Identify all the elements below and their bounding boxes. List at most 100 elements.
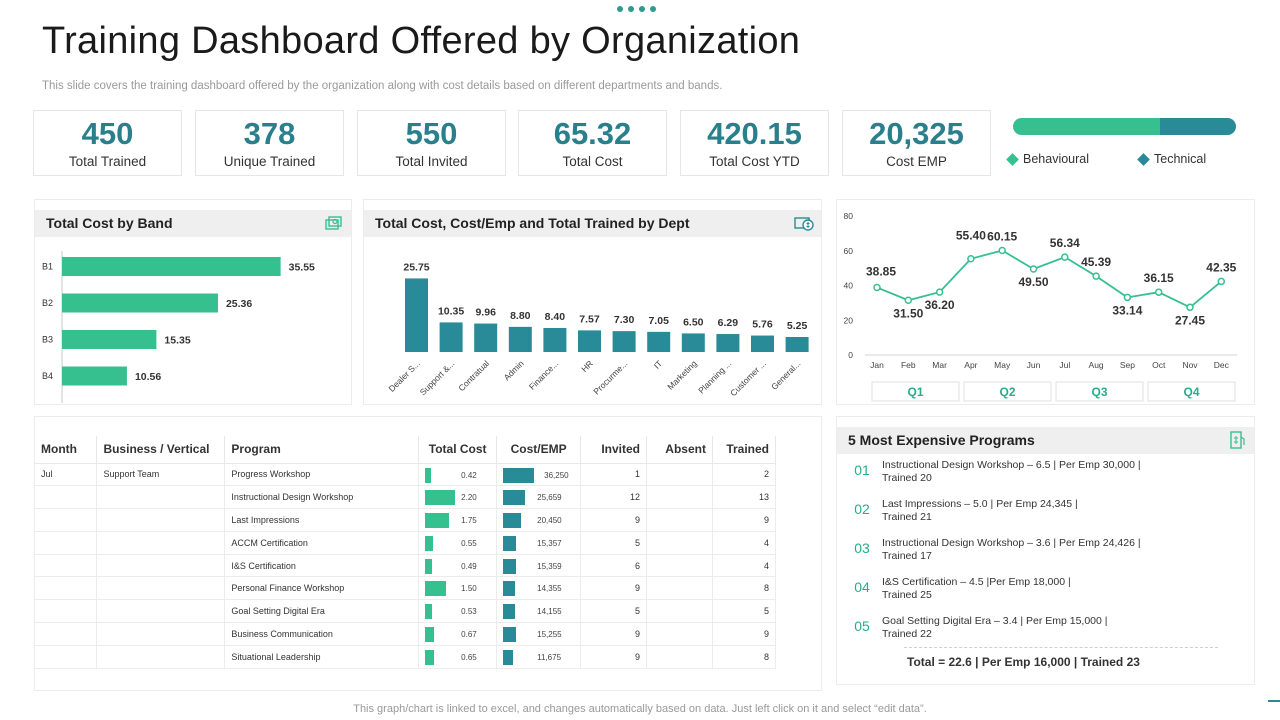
dept-tick-label: Planning ...: [696, 358, 733, 395]
cost-emp-value: 15,357: [537, 538, 562, 548]
item-line2: Trained 21: [882, 511, 932, 523]
cost-emp-bar: [503, 490, 526, 506]
dept-tick-label: Contratual: [456, 358, 491, 393]
quarter-box: [871, 381, 960, 402]
line-value-label: 36.15: [1144, 271, 1174, 285]
cell-business: [96, 485, 226, 510]
kpi-total-cost: 65.32 Total Cost: [518, 110, 667, 176]
band-cost-header: Total Cost by Band: [35, 210, 351, 237]
line-x-tick: May: [994, 360, 1011, 370]
band-tick-label: B4: [42, 371, 53, 381]
line-y-tick: 40: [844, 281, 854, 291]
cell-trained: 13: [712, 485, 777, 510]
cell-total-cost: 0.55: [418, 531, 498, 555]
line-y-tick: 80: [844, 211, 854, 221]
cell-invited: 9: [580, 576, 648, 601]
item-number: 02: [854, 501, 870, 517]
kpi-label: Total Invited: [395, 154, 468, 169]
table-row: Jul Support Team Progress Workshop 0.42 36,2…: [35, 463, 777, 487]
cell-trained: 9: [712, 622, 777, 646]
line-x-tick: Jul: [1059, 360, 1070, 370]
dept-bar: [543, 328, 567, 352]
col-program: Program: [224, 436, 420, 464]
dept-value-label: 7.30: [614, 314, 635, 326]
expensive-item: 05 Goal Setting Digital Era – 3.4 | Per …: [842, 612, 1108, 641]
cell-month: [35, 508, 98, 532]
line-point: [904, 296, 913, 305]
cell-invited: 12: [580, 485, 648, 510]
cost-value: 0.65: [461, 652, 477, 662]
cell-program: Goal Setting Digital Era: [224, 599, 420, 624]
cell-total-cost: 1.50: [418, 576, 498, 601]
cost-emp-value: 14,155: [537, 607, 562, 617]
line-value-label: 42.35: [1206, 260, 1236, 274]
dept-bar: [439, 322, 463, 352]
kpi-total-cost-ytd: 420.15 Total Cost YTD: [680, 110, 829, 176]
kpi-label: Total Cost: [562, 154, 623, 169]
band-tick-label: B3: [42, 335, 53, 345]
corner-accent: [1268, 700, 1280, 702]
dept-bar: [578, 330, 601, 352]
table-row: Situational Leadership 0.65 11,675 9 8: [35, 645, 777, 669]
quarter-label: Q4: [1183, 385, 1199, 399]
cell-cost-emp: 15,359: [496, 554, 582, 578]
kpi-value: 20,325: [869, 116, 964, 151]
technical-share-bar: [1160, 118, 1236, 135]
cost-emp-bar: [503, 558, 517, 574]
col-invited: Invited: [580, 436, 648, 464]
line-value-label: 56.34: [1050, 236, 1080, 250]
cost-bar: [425, 649, 434, 665]
quarter-label: Q3: [1091, 385, 1107, 399]
dept-tick-label: Customer ...: [728, 358, 768, 398]
cell-trained: 2: [712, 463, 777, 487]
cell-program: Personal Finance Workshop: [224, 576, 420, 601]
kpi-value: 420.15: [707, 116, 802, 151]
cost-bar: [425, 581, 446, 597]
table-row: I&S Certification 0.49 15,359 6 4: [35, 554, 777, 578]
total-divider: [904, 647, 1218, 648]
cell-cost-emp: 11,675: [496, 645, 582, 669]
line-value-label: 60.15: [987, 229, 1017, 243]
dept-value-label: 10.35: [438, 305, 464, 317]
line-x-tick: Aug: [1089, 360, 1104, 370]
item-number: 03: [854, 540, 870, 556]
cell-month: [35, 554, 98, 578]
cell-absent: [646, 622, 713, 646]
line-y-tick: 0: [848, 350, 853, 360]
cell-cost-emp: 25,659: [496, 485, 582, 510]
cell-total-cost: 2.20: [418, 485, 498, 510]
cell-trained: 4: [712, 531, 777, 555]
cell-month: [35, 576, 98, 601]
item-line2: Trained 20: [882, 472, 932, 484]
item-line1: Goal Setting Digital Era – 3.4 | Per Emp…: [882, 615, 1108, 627]
cell-cost-emp: 20,450: [496, 508, 582, 532]
cost-value: 1.75: [461, 516, 477, 526]
quarter-label: Q2: [999, 385, 1015, 399]
line-value-label: 31.50: [893, 306, 923, 320]
cost-bar: [425, 604, 433, 620]
cell-month: [35, 485, 98, 510]
expensive-total: Total = 22.6 | Per Emp 16,000 | Trained …: [907, 655, 1140, 669]
line-value-label: 38.85: [866, 264, 896, 278]
cell-invited: 9: [580, 622, 648, 646]
legend-technical-label: Technical: [1154, 152, 1207, 166]
table-row: Last Impressions 1.75 20,450 9 9: [35, 508, 777, 532]
legend-behavioural-label: Behavioural: [1023, 152, 1090, 166]
dept-tick-label: Procurme...: [591, 358, 629, 396]
item-number: 01: [854, 462, 870, 478]
cell-total-cost: 1.75: [418, 508, 498, 532]
cost-emp-bar: [503, 513, 521, 529]
line-x-tick: Dec: [1214, 360, 1230, 370]
dept-tick-label: IT: [652, 358, 664, 370]
item-line1: Instructional Design Workshop – 3.6 | Pe…: [882, 537, 1141, 549]
cell-program: Last Impressions: [224, 508, 420, 532]
item-line2: Trained 17: [882, 550, 932, 562]
cell-trained: 8: [712, 645, 777, 669]
kpi-cost-emp: 20,325 Cost EMP: [842, 110, 991, 176]
line-x-tick: Sep: [1120, 360, 1135, 370]
dept-cost-panel: Total Cost, Cost/Emp and Total Trained b…: [363, 199, 822, 405]
dept-cost-title: Total Cost, Cost/Emp and Total Trained b…: [375, 215, 690, 231]
dept-value-label: 25.75: [403, 261, 429, 273]
col-absent: Absent: [646, 436, 713, 464]
cell-total-cost: 0.49: [418, 554, 498, 578]
